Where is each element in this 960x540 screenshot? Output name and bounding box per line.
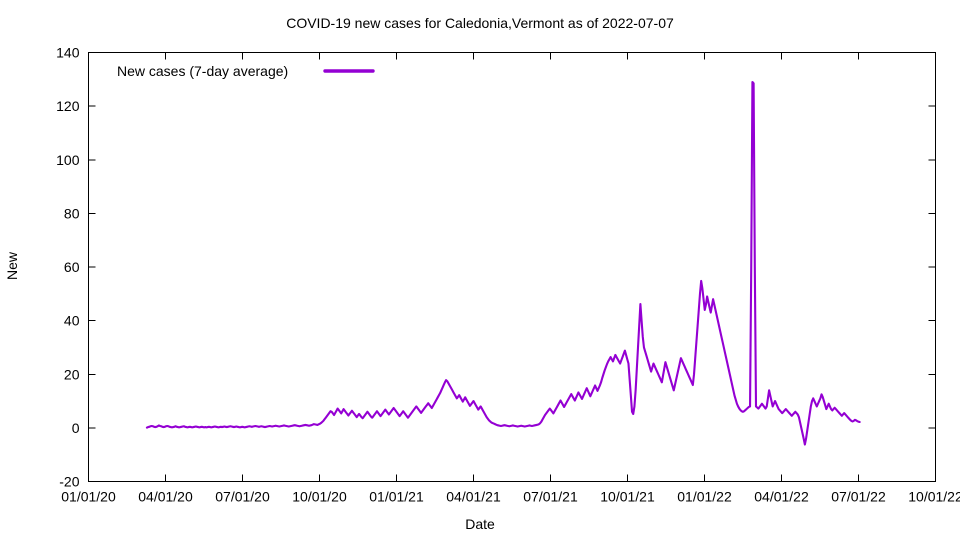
y-tick-label: 120 [56,98,80,114]
x-tick-label: 07/01/22 [831,489,886,505]
x-tick-label: 04/01/20 [138,489,193,505]
x-tick-label: 01/01/21 [369,489,424,505]
x-axis-title: Date [465,516,495,532]
x-tick-label: 04/01/21 [446,489,501,505]
y-tick-labels: -20 0 20 40 60 80 100 120 140 [56,45,80,490]
legend: New cases (7-day average) [117,63,375,79]
x-tick-label: 01/01/20 [61,489,116,505]
x-tick-label: 10/01/20 [292,489,347,505]
y-tick-label: 100 [56,152,80,168]
y-tick-label: 80 [64,205,80,221]
x-tick-label: 01/01/22 [677,489,732,505]
legend-label: New cases (7-day average) [117,63,288,79]
plot-frame [88,52,936,482]
y-tick-label: 0 [72,420,80,436]
x-tick-label: 07/01/21 [523,489,578,505]
x-tick-label: 10/01/22 [908,489,960,505]
y-tick-label: -20 [59,474,79,490]
x-tick-label: 04/01/22 [754,489,809,505]
series-line-new-cases [145,80,861,446]
x-tick-labels: 01/01/20 04/01/20 07/01/20 10/01/20 01/01/21… [61,489,960,505]
y-tick-label: 20 [64,366,80,382]
chart-title: COVID-19 new cases for Caledonia,Vermont… [286,15,674,31]
x-tick-label: 07/01/20 [215,489,270,505]
y-tick-label: 140 [56,45,80,61]
y-tick-label: 60 [64,259,80,275]
x-tick-label: 10/01/21 [600,489,655,505]
y-tick-label: 40 [64,313,80,329]
